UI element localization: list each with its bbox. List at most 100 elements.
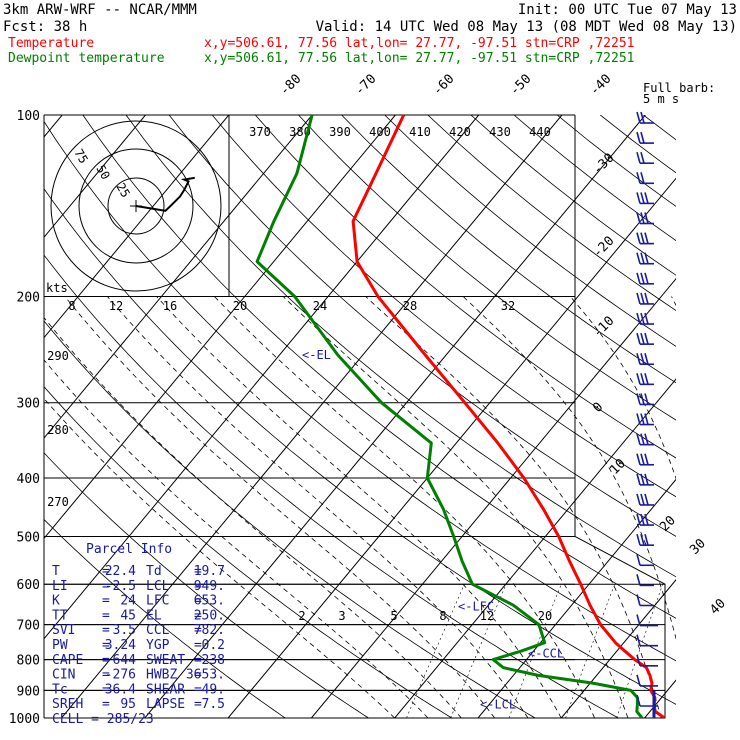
mixing-ratio-label: 8 [439,609,446,623]
hodograph-speed-label: 20 [233,299,247,313]
hodograph-ring [78,148,194,264]
model-title: 3km ARW-WRF -- NCAR/MMM [3,2,197,18]
dry-adiabat [298,115,676,421]
wind-barb-feather [636,353,641,365]
isotherm-line [728,115,740,718]
level-annotations: <-EL <-LFC <-CCL <-LCL [302,348,564,711]
wind-barb-feather [644,433,649,445]
wind-barb-feather [644,413,649,425]
wind-barb-feather [644,192,649,204]
wind-barb-feather [640,533,645,546]
parcel-value: 49. [202,682,225,697]
parcel-value: 7.5 [202,697,225,712]
parcel-key: CAPE [52,653,83,668]
pressure-tick-label: 200 [17,291,40,306]
wind-barb-feather [644,533,649,546]
parcel-eq: = [102,653,110,668]
isotherm-tick-label: 30 [687,536,709,558]
init-time: Init: 00 UTC Tue 07 May 13 [518,2,737,18]
isotherm-tick-label: 40 [707,596,729,618]
wind-barb-feather [640,192,645,204]
dry-adiabat [687,115,740,718]
wind-barb-feather [636,574,641,586]
dry-adiabat [341,115,676,384]
wind-barb-feather [644,453,649,465]
hodograph-ring [50,120,222,292]
parcel-eq: = [194,564,202,579]
parcel-value: 45 [120,608,136,623]
wind-barb-feather [636,151,641,164]
wind-barb-feather [644,252,649,264]
wind-barb-feather [636,513,641,526]
parcel-value: 250. [194,608,225,623]
barb-legend-title: Full barb: [643,81,715,95]
parcel-value: 3653. [186,668,225,683]
isotherm-line [644,679,676,718]
pressure-tick-label: 500 [17,530,40,545]
parcel-value: 0.2 [202,638,225,653]
wind-barb-feather [640,212,645,224]
moist-adiabat [44,316,462,718]
wind-barb-feather [644,373,649,385]
wind-barb-feather [640,111,645,124]
hodograph-speed-label: 16 [163,299,177,313]
dry-adiabat [44,518,286,718]
wind-barb-feather [636,212,641,224]
parcel-key: Td [146,564,162,579]
wind-barb-feather [640,252,645,264]
level-annotation: <-CCL [528,647,564,661]
level-annotation: <-LCL [480,697,516,711]
wind-barb-feather [636,252,641,264]
theta-left-label: 270 [47,495,69,509]
moist-adiabat [282,296,629,718]
parcel-key: CIN [52,668,75,683]
wind-barb-feather [636,172,641,184]
parcel-eq: = [194,682,202,697]
wind-barb-feather [640,272,645,285]
mixing-ratio-label: 5 [390,609,397,623]
parcel-eq: = [102,668,110,683]
wind-barb-feather [636,654,641,667]
wind-barb-feather [636,131,641,144]
parcel-key: PW [52,638,68,653]
hodograph-ring-label: 25 [113,181,132,201]
wind-barb-feather [636,433,641,445]
wind-barb-feather [636,192,641,204]
parcel-key: LFC [146,594,169,609]
isotherm-line [311,277,676,718]
isotherm-line [44,115,146,239]
wind-barb-feather [644,473,649,486]
wind-barb-feather [644,353,649,365]
dewpoint-location: x,y=506.61, 77.56 lat,lon= 27.77, -97.51… [204,51,634,66]
parcel-eq: = [194,608,202,623]
hodograph-trace [135,176,195,212]
sounding-profiles [255,115,666,718]
hodograph-speed-label: 12 [109,299,123,313]
wind-barb-feather [636,373,641,385]
wind-barb-feather [640,292,645,305]
wind-barbs [636,111,658,718]
wind-barb-feather [636,332,641,345]
wind-barb-feather [636,453,641,465]
valid-time: Valid: 14 UTC Wed 08 May 13 (08 MDT Wed … [316,19,737,35]
wind-barb-feather [636,614,641,626]
isotherm-tick-label: -20 [590,234,617,261]
wind-barb-feather [644,493,649,506]
dry-adiabat [513,115,676,242]
theta-tick-label: 410 [409,125,431,139]
moist-adiabat [462,296,676,640]
parcel-key: SVI [52,623,75,638]
wind-barb-feather [636,493,641,506]
parcel-key: CCL [146,623,170,638]
hodograph-ring [107,177,165,235]
wind-barb-feather [636,473,641,486]
parcel-key: HWBZ [146,668,177,683]
parcel-key: T [52,564,60,579]
isotherm-line [394,378,676,718]
wind-barb-feather [640,332,645,345]
moist-adiabat [569,296,676,480]
wind-barb-feather [644,212,649,224]
wind-barb-feather [644,272,649,285]
